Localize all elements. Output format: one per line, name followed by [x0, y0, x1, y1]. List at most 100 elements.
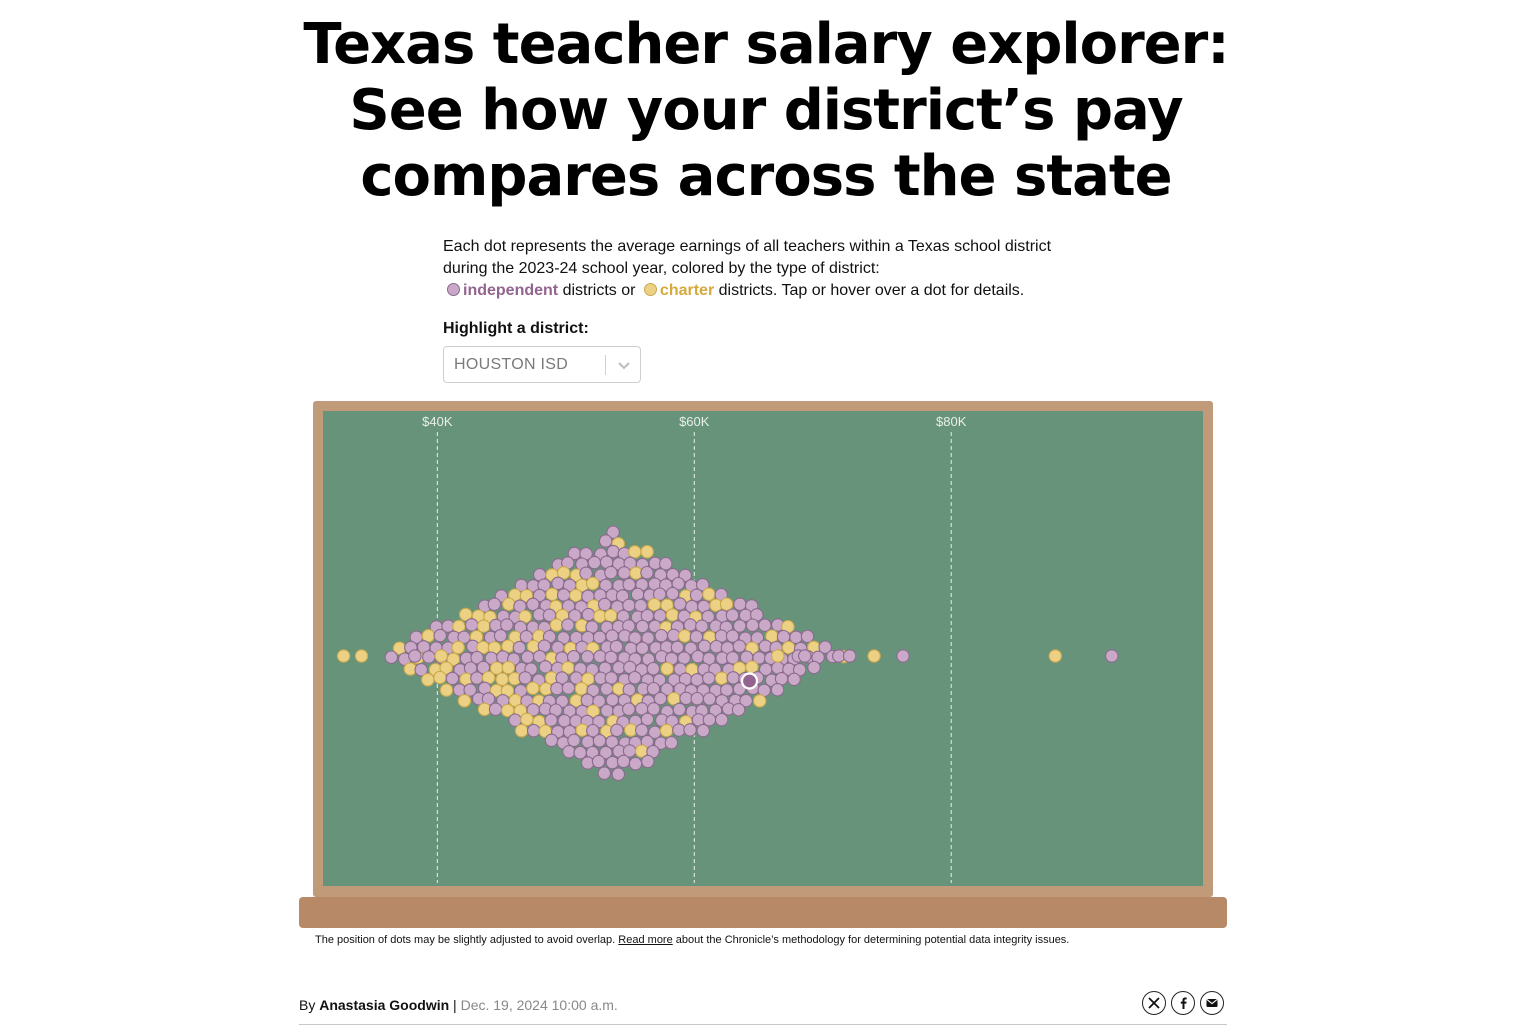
independent-district-dot[interactable]	[731, 703, 746, 717]
charter-district-dot[interactable]	[574, 681, 589, 696]
independent-district-dot[interactable]	[696, 723, 710, 738]
independent-district-dot[interactable]	[604, 650, 618, 665]
highlighted-district-dot[interactable]	[740, 672, 759, 690]
charter-district-dot[interactable]	[446, 652, 461, 667]
independent-district-dot[interactable]	[739, 693, 753, 708]
independent-district-dot[interactable]	[660, 682, 674, 696]
independent-district-dot[interactable]	[659, 556, 673, 571]
independent-district-dot[interactable]	[725, 629, 740, 643]
independent-district-dot[interactable]	[580, 650, 595, 664]
charter-district-dot[interactable]	[647, 597, 662, 612]
independent-district-dot[interactable]	[512, 640, 527, 655]
independent-district-dot[interactable]	[664, 736, 679, 750]
independent-district-dot[interactable]	[500, 618, 514, 632]
independent-district-dot[interactable]	[677, 651, 691, 665]
charter-district-dot[interactable]	[586, 704, 600, 718]
charter-district-dot[interactable]	[603, 608, 618, 623]
independent-district-dot[interactable]	[725, 651, 740, 665]
independent-district-dot[interactable]	[842, 649, 857, 663]
charter-district-dot[interactable]	[640, 544, 654, 559]
independent-district-dot[interactable]	[1105, 649, 1119, 663]
independent-district-dot[interactable]	[586, 683, 600, 698]
independent-district-dot[interactable]	[800, 629, 815, 644]
independent-district-dot[interactable]	[628, 670, 642, 685]
independent-district-dot[interactable]	[615, 589, 630, 603]
charter-district-dot[interactable]	[549, 618, 564, 632]
independent-district-dot[interactable]	[593, 649, 607, 664]
charter-district-dot[interactable]	[556, 566, 571, 580]
charter-district-dot[interactable]	[702, 587, 716, 602]
independent-district-dot[interactable]	[604, 565, 618, 580]
independent-district-dot[interactable]	[550, 681, 564, 696]
independent-district-dot[interactable]	[635, 619, 650, 634]
independent-district-dot[interactable]	[433, 628, 447, 643]
charter-district-dot[interactable]	[585, 576, 600, 591]
independent-district-dot[interactable]	[598, 534, 613, 548]
independent-district-dot[interactable]	[605, 735, 619, 749]
independent-district-dot[interactable]	[561, 618, 575, 632]
charter-district-dot[interactable]	[336, 649, 351, 663]
district-select[interactable]: HOUSTON ISD	[443, 346, 641, 383]
independent-district-dot[interactable]	[683, 723, 697, 737]
independent-district-dot[interactable]	[641, 754, 655, 769]
independent-district-dot[interactable]	[670, 640, 685, 655]
independent-district-dot[interactable]	[567, 733, 581, 748]
charter-district-dot[interactable]	[433, 670, 447, 685]
independent-district-dot[interactable]	[414, 663, 428, 677]
independent-district-dot[interactable]	[592, 714, 606, 729]
independent-district-dot[interactable]	[818, 640, 832, 654]
independent-district-dot[interactable]	[770, 683, 785, 697]
independent-district-dot[interactable]	[597, 597, 612, 612]
author-name[interactable]: Anastasia Goodwin	[319, 997, 450, 1013]
independent-district-dot[interactable]	[526, 597, 540, 612]
independent-district-dot[interactable]	[798, 649, 812, 663]
charter-district-dot[interactable]	[514, 723, 529, 738]
charter-district-dot[interactable]	[659, 723, 674, 738]
independent-district-dot[interactable]	[561, 681, 576, 695]
independent-district-dot[interactable]	[671, 576, 686, 591]
independent-district-dot[interactable]	[555, 671, 569, 685]
charter-district-dot[interactable]	[545, 587, 559, 602]
independent-district-dot[interactable]	[544, 733, 559, 748]
independent-district-dot[interactable]	[689, 630, 704, 644]
charter-district-dot[interactable]	[660, 661, 674, 676]
independent-district-dot[interactable]	[538, 660, 553, 674]
independent-district-dot[interactable]	[597, 766, 612, 780]
share-x-button[interactable]	[1142, 991, 1166, 1015]
independent-district-dot[interactable]	[646, 661, 661, 676]
charter-district-dot[interactable]	[451, 640, 465, 655]
charter-district-dot[interactable]	[628, 545, 642, 559]
charter-district-dot[interactable]	[771, 649, 785, 663]
independent-district-dot[interactable]	[599, 578, 613, 593]
chevron-down-icon[interactable]	[614, 354, 634, 376]
independent-district-dot[interactable]	[470, 671, 484, 685]
independent-district-dot[interactable]	[709, 639, 724, 654]
independent-district-dot[interactable]	[646, 702, 661, 716]
independent-district-dot[interactable]	[787, 672, 801, 687]
independent-district-dot[interactable]	[470, 650, 484, 665]
independent-district-dot[interactable]	[591, 754, 606, 769]
charter-district-dot[interactable]	[520, 712, 534, 727]
independent-district-dot[interactable]	[683, 618, 697, 632]
independent-district-dot[interactable]	[463, 683, 477, 697]
independent-district-dot[interactable]	[653, 691, 668, 706]
charter-district-dot[interactable]	[439, 661, 453, 675]
independent-district-dot[interactable]	[586, 723, 600, 738]
independent-district-dot[interactable]	[551, 576, 565, 591]
independent-district-dot[interactable]	[665, 586, 680, 601]
independent-district-dot[interactable]	[673, 597, 687, 611]
charter-district-dot[interactable]	[452, 619, 466, 634]
independent-district-dot[interactable]	[464, 618, 479, 632]
independent-district-dot[interactable]	[622, 702, 636, 716]
independent-district-dot[interactable]	[654, 628, 669, 643]
independent-district-dot[interactable]	[689, 588, 704, 603]
independent-district-dot[interactable]	[445, 671, 460, 686]
independent-district-dot[interactable]	[422, 650, 436, 664]
independent-district-dot[interactable]	[611, 767, 626, 781]
independent-district-dot[interactable]	[714, 712, 729, 727]
charter-district-dot[interactable]	[495, 672, 509, 686]
independent-district-dot[interactable]	[702, 692, 717, 706]
independent-district-dot[interactable]	[807, 660, 821, 675]
independent-district-dot[interactable]	[635, 641, 650, 656]
independent-district-dot[interactable]	[488, 702, 503, 717]
